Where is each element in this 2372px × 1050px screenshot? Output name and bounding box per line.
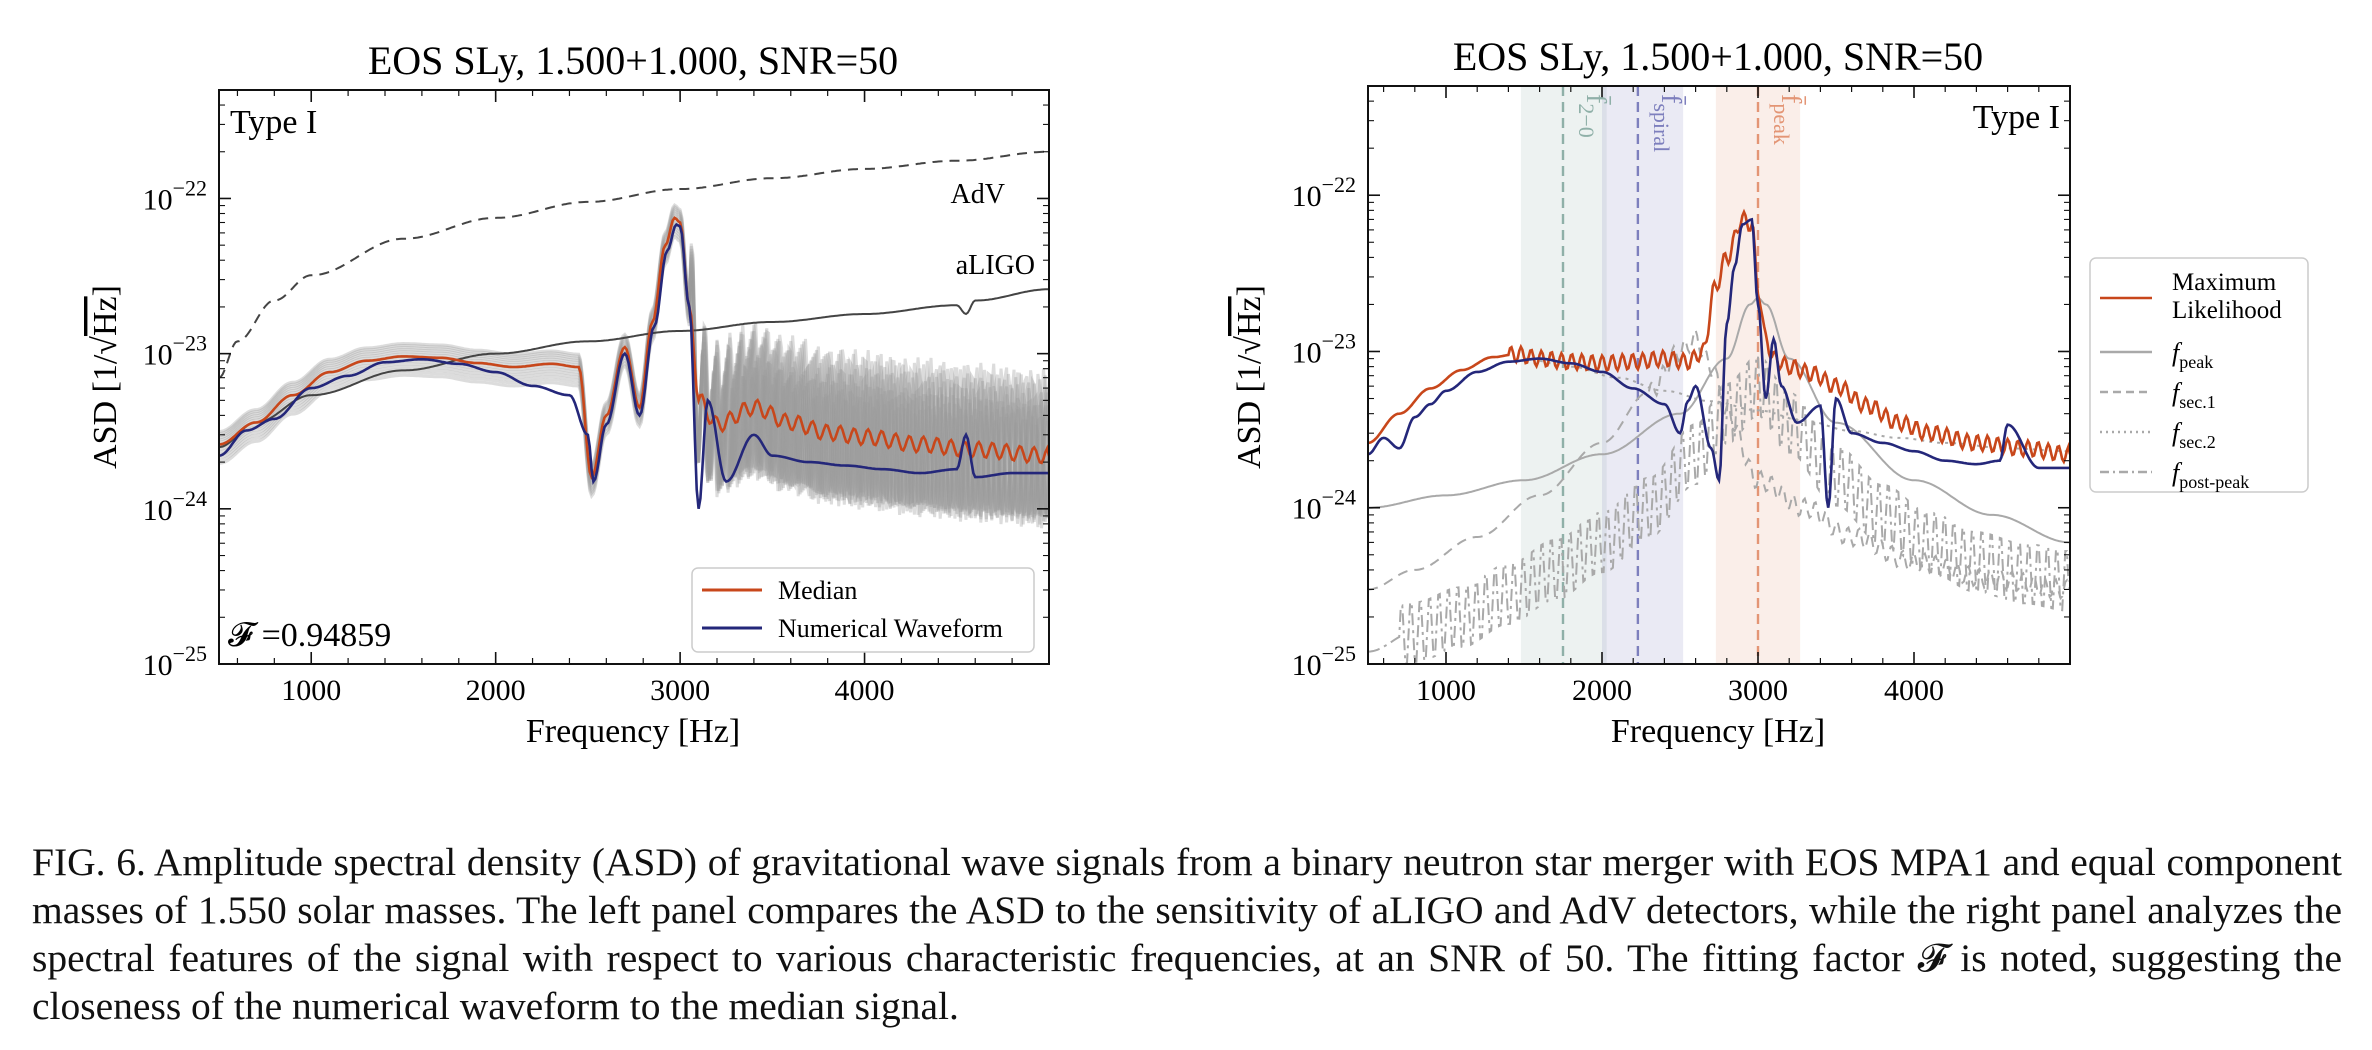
right-ytick-label: 10−22 [1292,172,1356,213]
series-line-numerical-waveform [1368,217,2070,508]
posterior-sample-line [219,231,1049,528]
frequency-marker-label: f̄spiral [1649,94,1687,152]
legend-numerical-label: Numerical Waveform [778,614,1003,643]
series-line-maximum-likelihood [1368,208,2070,465]
legend-median-label: Median [778,576,857,605]
right-xtick-label: 3000 [1728,674,1788,707]
right-panel: EOS SLy, 1.500+1.000, SNR=50 1000 2000 300… [1231,34,2309,750]
left-title: EOS SLy, 1.500+1.000, SNR=50 [368,38,898,83]
figure-6: EOS SLy, 1.500+1.000, SNR=50 1000 2000 300… [87,34,2309,750]
left-legend: Median Numerical Waveform [691,567,1035,653]
figure-caption: FIG. 6. Amplitude spectral density (ASD) … [32,838,2342,1030]
left-xtick-label: 2000 [466,674,526,707]
right-title: EOS SLy, 1.500+1.000, SNR=50 [1453,34,1983,79]
right-ytick-label: 10−23 [1292,328,1356,369]
caption-text: Amplitude spectral density (ASD) of grav… [32,840,2343,1028]
left-type-label: Type I [230,104,317,141]
left-ytick-label: 10−25 [143,641,207,682]
frequency-marker-label: f̄2−0 [1574,94,1612,138]
legend-label: fpost-peak [2172,458,2249,492]
left-ytick-label: 10−22 [143,175,207,216]
left-xtick-label: 4000 [835,674,895,707]
right-plot-frame [1367,85,2071,665]
left-panel: EOS SLy, 1.500+1.000, SNR=50 1000 2000 300… [87,38,1050,750]
legend-label: fsec.2 [2172,418,2216,452]
right-xtick-label: 1000 [1416,674,1476,707]
posterior-sample-line [219,206,1049,517]
left-xtick-label: 1000 [281,674,341,707]
fitting-factor-label: 𝓕 =0.94859 [228,617,391,654]
series-line-median [219,216,1049,480]
sqrt-sign: √ [87,336,124,355]
posterior-sample-line [219,234,1049,529]
series-line-numerical-waveform [219,222,1049,510]
series-line-f-peak [1368,296,2070,544]
left-ytick-label: 10−23 [143,331,207,372]
left-xtick-label: 3000 [650,674,710,707]
right-ylabel: ASD [1/√Hz] [1231,285,1268,469]
frequency-band [1602,86,1684,664]
right-ytick-label: 10−25 [1292,641,1356,682]
series-line-aligo [219,288,1049,449]
left-ylabel: ASD [1/√Hz] [87,285,124,469]
frequency-marker-label: f̄peak [1769,94,1807,145]
series-line-f-sec-1 [1368,327,2070,601]
right-xtick-label: 2000 [1572,674,1632,707]
sqrt-sign: √ [1231,336,1268,355]
series-line-f-post-peak [1368,355,2070,664]
series-line-adv [219,150,1049,379]
legend-label: Maximum [2172,269,2277,296]
aligo-label: aLIGO [956,250,1035,281]
left-ytick-label: 10−24 [143,486,207,527]
right-xtick-label: 4000 [1884,674,1944,707]
caption-label: FIG. 6. [32,840,146,884]
advirgo-label: AdV [951,179,1005,210]
left-xlabel: Frequency [Hz] [526,713,740,750]
posterior-sample-line [219,202,1049,516]
posterior-spread [219,202,1049,529]
legend-label: fsec.1 [2172,378,2216,412]
right-ytick-label: 10−24 [1292,485,1356,526]
left-plot-frame [218,89,1050,665]
legend-label: fpeak [2172,338,2213,372]
right-xlabel: Frequency [Hz] [1611,713,1825,750]
legend-label: Likelihood [2172,297,2282,324]
right-type-label: Type I [1973,99,2060,136]
